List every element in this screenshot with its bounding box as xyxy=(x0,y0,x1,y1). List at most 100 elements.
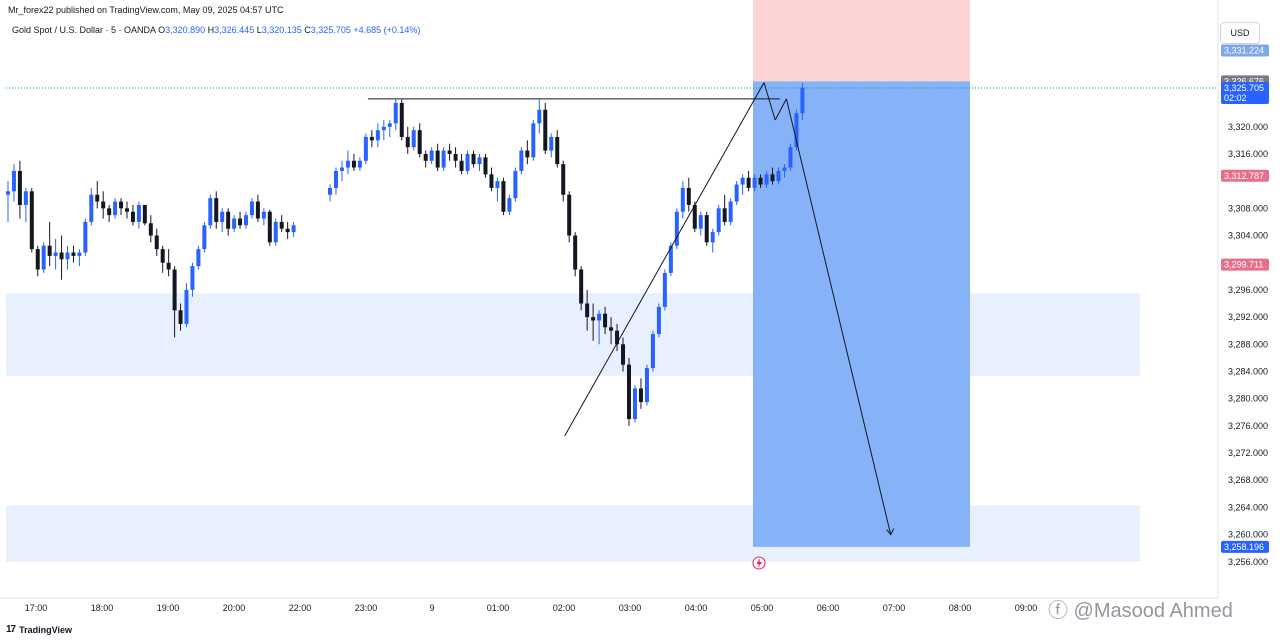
candle-body xyxy=(291,225,296,233)
currency-button[interactable]: USD xyxy=(1220,22,1260,44)
trend-line-2[interactable] xyxy=(564,82,765,437)
tradingview-brand[interactable]: 17 TradingView xyxy=(6,624,72,635)
candle-body xyxy=(17,170,22,205)
x-tick-label: 08:00 xyxy=(949,603,972,613)
candle-body xyxy=(65,252,70,260)
candle-body xyxy=(507,198,512,212)
trend-line-4[interactable] xyxy=(774,98,787,121)
candle xyxy=(136,201,141,229)
candle xyxy=(249,198,254,219)
brand-label: TradingView xyxy=(19,624,72,635)
candle-body xyxy=(483,157,488,175)
session-flash-icon[interactable] xyxy=(752,556,766,570)
x-tick-label: 17:00 xyxy=(25,603,48,613)
candle xyxy=(680,181,685,219)
candle xyxy=(244,211,248,229)
candle-body xyxy=(465,153,470,171)
price-label[interactable]: 3,258.196 xyxy=(1221,540,1269,553)
candle-body xyxy=(758,177,763,185)
candle-body xyxy=(567,194,572,236)
y-tick-label: 3,316.000 xyxy=(1228,149,1268,159)
candle-body xyxy=(255,201,260,219)
candle-body xyxy=(555,136,560,165)
published-caption: Mr_forex22 published on TradingView.com,… xyxy=(8,5,284,15)
candle-body xyxy=(238,218,243,226)
candle-body xyxy=(35,249,40,270)
trend-line-5[interactable] xyxy=(785,98,892,535)
candle xyxy=(130,204,135,226)
candle-body xyxy=(279,221,284,229)
candle-body xyxy=(190,266,195,290)
price-label[interactable]: 3,312.787 xyxy=(1221,169,1269,182)
candle xyxy=(208,194,213,229)
candle-body xyxy=(226,211,231,229)
candle-body xyxy=(381,126,386,131)
candle xyxy=(758,174,763,188)
candle xyxy=(621,337,626,372)
x-tick-label: 01:00 xyxy=(487,603,510,613)
candle xyxy=(17,160,22,219)
candle-body xyxy=(489,174,494,188)
candle xyxy=(489,167,494,192)
candle-body xyxy=(609,327,614,331)
candle xyxy=(178,303,183,331)
candle-body xyxy=(543,109,548,151)
stop-loss-zone[interactable] xyxy=(753,0,970,82)
candle-body xyxy=(513,170,518,199)
candle xyxy=(788,143,793,171)
x-tick-label: 03:00 xyxy=(619,603,642,613)
candle-body xyxy=(764,174,769,185)
candle-body xyxy=(393,102,398,124)
candle xyxy=(393,99,398,131)
x-tick-label: 04:00 xyxy=(685,603,708,613)
candle xyxy=(674,208,679,250)
candle xyxy=(686,177,691,212)
candle-body xyxy=(107,208,112,216)
candle-body xyxy=(399,102,404,137)
price-label[interactable]: 3,331.224 xyxy=(1221,44,1269,57)
candle-body xyxy=(794,113,799,148)
high-value: 3,326.445 xyxy=(214,25,255,35)
price-label[interactable]: 3,299.711 xyxy=(1221,258,1269,271)
candle-body xyxy=(285,228,290,233)
candle xyxy=(285,221,290,239)
open-label: O xyxy=(158,25,166,35)
candle xyxy=(531,119,536,161)
change-value: +4.685 (+0.14%) xyxy=(353,25,421,35)
candle-body xyxy=(423,153,428,161)
candle xyxy=(148,215,153,243)
price-label-text: 3,312.787 xyxy=(1224,171,1264,181)
candle-body xyxy=(351,160,356,168)
candle-body xyxy=(531,123,536,158)
candle-body xyxy=(627,364,631,420)
candle-body xyxy=(644,368,649,403)
candle-body xyxy=(208,198,213,226)
x-tick-label: 07:00 xyxy=(883,603,906,613)
candle-body xyxy=(6,191,10,195)
candle xyxy=(89,187,94,226)
candle-body xyxy=(495,181,500,188)
trend-line-3[interactable] xyxy=(763,82,776,121)
candle-body xyxy=(23,191,28,205)
candle-body xyxy=(770,174,775,182)
candle xyxy=(29,187,34,253)
candle xyxy=(190,262,195,297)
candle xyxy=(638,378,643,409)
candle-body xyxy=(136,204,141,222)
candle xyxy=(764,170,769,188)
candle xyxy=(333,167,338,195)
candle xyxy=(273,218,278,246)
candle xyxy=(692,201,697,233)
candle-body xyxy=(387,123,392,127)
candle xyxy=(351,153,356,171)
candle xyxy=(101,191,106,219)
candle xyxy=(698,211,703,236)
symbol-legend[interactable]: Gold Spot / U.S. Dollar · 5 · OANDA O3,3… xyxy=(12,25,420,35)
candle xyxy=(405,126,410,154)
take-profit-zone[interactable] xyxy=(753,81,970,547)
candle xyxy=(782,164,787,178)
candle-body xyxy=(537,109,542,124)
candle xyxy=(267,209,272,246)
